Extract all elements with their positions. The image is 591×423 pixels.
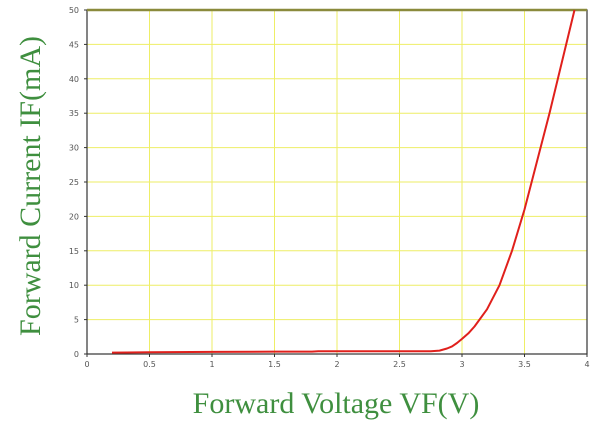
x-tick-label: 2 <box>334 360 339 369</box>
y-tick-label: 40 <box>69 75 79 84</box>
x-tick-label: 0.5 <box>143 360 156 369</box>
x-tick-label: 1.5 <box>268 360 281 369</box>
x-tick-label: 1 <box>209 360 214 369</box>
series-line-0 <box>111 9 576 354</box>
grid <box>87 10 587 354</box>
x-tick-labels: 0 0.5 1 1.5 2 2.5 3 3.5 4 <box>84 354 590 369</box>
x-tick-label: 2.5 <box>393 360 406 369</box>
y-tick-label: 5 <box>74 316 79 325</box>
x-tick-label: 3.5 <box>518 360 531 369</box>
x-tick-label: 3 <box>459 360 464 369</box>
y-axis-title: Forward Current IF(mA) <box>14 36 47 336</box>
y-tick-label: 20 <box>69 212 79 221</box>
x-tick-label: 4 <box>584 360 589 369</box>
y-tick-label: 15 <box>69 247 79 256</box>
y-tick-label: 30 <box>69 144 79 153</box>
y-tick-label: 35 <box>69 109 79 118</box>
x-tick-label: 0 <box>84 360 89 369</box>
y-tick-label: 25 <box>69 178 79 187</box>
series-group <box>111 9 576 354</box>
y-tick-label: 10 <box>69 281 79 290</box>
x-axis-title: Forward Voltage VF(V) <box>193 387 480 420</box>
y-tick-label: 0 <box>74 350 79 359</box>
y-tick-label: 45 <box>69 40 79 49</box>
y-tick-labels: 0 5 10 15 20 25 30 35 40 45 50 <box>69 6 87 359</box>
y-tick-label: 50 <box>69 6 79 15</box>
